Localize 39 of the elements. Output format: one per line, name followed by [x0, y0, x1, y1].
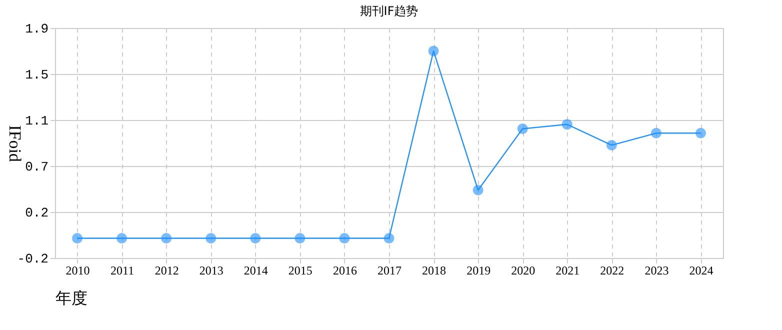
- point: [606, 140, 617, 150]
- point: [695, 128, 706, 138]
- point: [428, 46, 439, 56]
- x-tick-label: 2016: [332, 264, 357, 278]
- point: [294, 233, 306, 244]
- point: [161, 233, 172, 244]
- chart-title: 期刊IF趋势: [360, 4, 418, 18]
- point: [72, 233, 83, 244]
- y-tick-label: 1.5: [25, 68, 48, 82]
- x-tick-label: 2018: [422, 264, 446, 278]
- x-tick-label: 2013: [199, 264, 224, 278]
- x-tick-label: 2010: [66, 264, 90, 278]
- point: [250, 233, 261, 244]
- point: [562, 119, 572, 130]
- x-tick-label: 2015: [288, 264, 312, 278]
- x-tick-label: 2017: [378, 264, 402, 278]
- x-tick-label: 2014: [244, 264, 268, 278]
- point: [517, 124, 528, 134]
- y-tick-label: 1.1: [25, 114, 49, 128]
- x-tick-label: 2012: [154, 264, 179, 278]
- y-tick-label: 0.7: [25, 160, 48, 174]
- x-axis-title: 年度: [56, 290, 88, 308]
- y-tick-label: 0.2: [25, 206, 48, 220]
- x-tick-label: 2020: [511, 264, 536, 278]
- point: [116, 233, 128, 244]
- y-axis-title: IFoid: [5, 125, 24, 162]
- x-tick-label: 2024: [689, 264, 714, 278]
- point: [472, 184, 484, 196]
- x-tick-label: 2011: [110, 264, 134, 278]
- point: [206, 233, 216, 244]
- point: [650, 128, 662, 138]
- x-tick-label: 2021: [556, 264, 580, 278]
- point: [384, 233, 394, 244]
- x-tick-label: 2019: [466, 264, 491, 278]
- point: [339, 233, 350, 244]
- x-tick-label: 2023: [644, 264, 669, 278]
- y-tick-label: -0.2: [17, 252, 48, 266]
- x-tick-label: 2022: [600, 264, 624, 278]
- y-tick-label: 1.9: [25, 22, 48, 36]
